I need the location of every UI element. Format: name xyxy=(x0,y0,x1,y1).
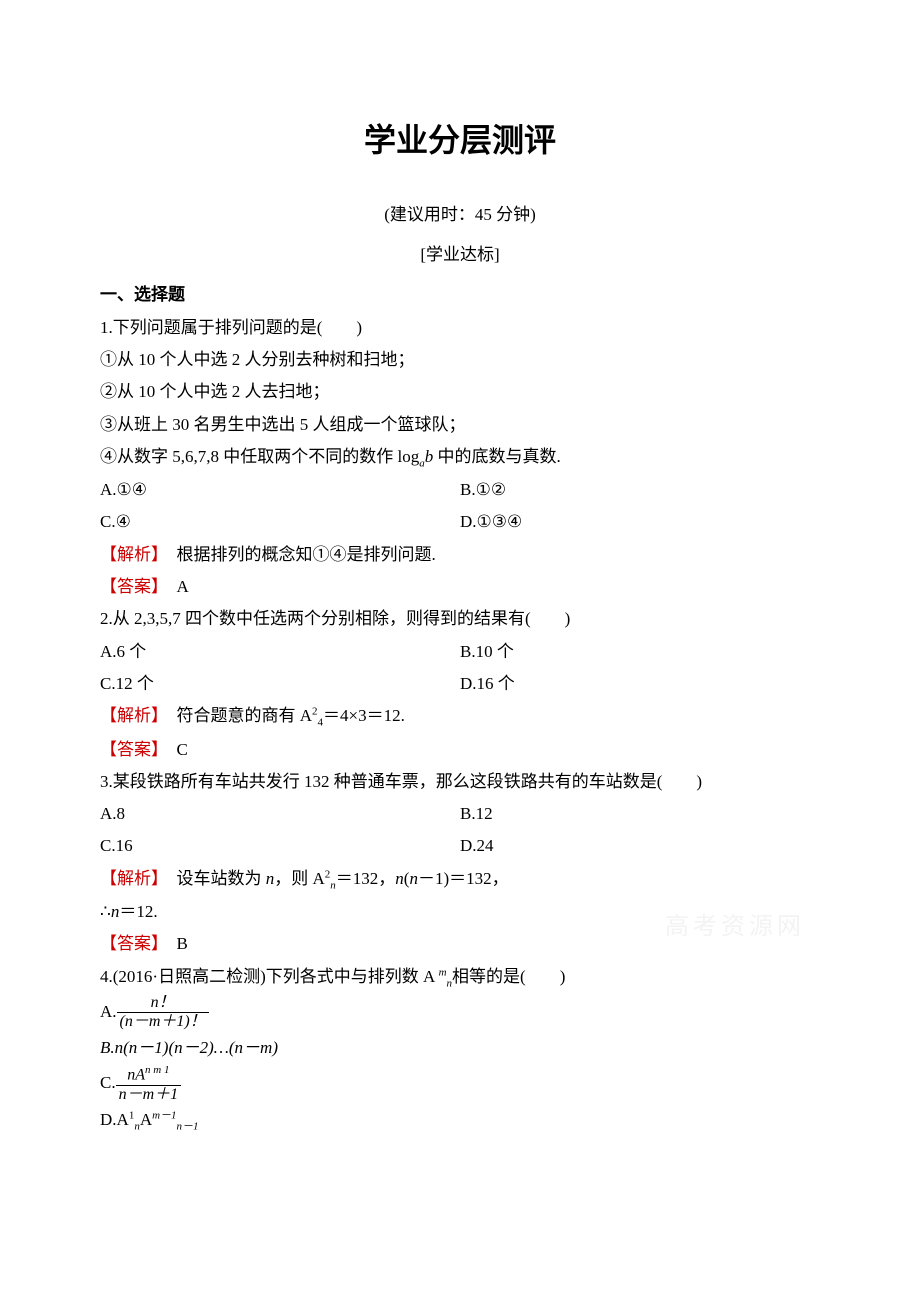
q3-choices-row1: A.8 B.12 xyxy=(100,798,820,830)
q3-conclude: ∴n＝12. xyxy=(100,896,820,928)
q3-analysis-a: 设车站数为 xyxy=(160,869,266,888)
q3-choice-c: C.16 xyxy=(100,830,460,862)
q4-d-sub2: n－1 xyxy=(177,1120,199,1132)
q1-option-3: ③从班上 30 名男生中选出 5 人组成一个篮球队； xyxy=(100,409,820,441)
answer-label: 【答案】 xyxy=(100,740,160,759)
q3-conclude-a: ∴ xyxy=(100,902,111,921)
page-title: 学业分层测评 xyxy=(100,110,820,171)
q3-choices-row2: C.16 D.24 xyxy=(100,830,820,862)
q4-a-fraction: n！ (n－m＋1)！ xyxy=(117,994,209,1032)
q4-stem: 4.(2016·日照高二检测)下列各式中与排列数 A mn相等的是( ) xyxy=(100,961,820,994)
q4-choice-c: C. nAn m 1 n－m＋1 xyxy=(100,1064,820,1104)
q3-answer: 【答案】 B xyxy=(100,928,820,960)
q2-choices-row2: C.12 个 D.16 个 xyxy=(100,668,820,700)
q3-choice-b: B.12 xyxy=(460,798,820,830)
q2-stem: 2.从 2,3,5,7 四个数中任选两个分别相除，则得到的结果有( ) xyxy=(100,603,820,635)
q4-a-num: n！ xyxy=(117,994,209,1013)
q2-analysis-a: 符合题意的商有 A xyxy=(160,706,313,725)
q1-option-2: ②从 10 个人中选 2 人去扫地； xyxy=(100,376,820,408)
q3-choice-d: D.24 xyxy=(460,830,820,862)
q1-choices-row1: A.①④ B.①② xyxy=(100,474,820,506)
q3-analysis-b: ，则 A xyxy=(274,869,325,888)
q1-choice-c: C.④ xyxy=(100,506,460,538)
q2-choice-d: D.16 个 xyxy=(460,668,820,700)
q1-option-4: ④从数字 5,6,7,8 中任取两个不同的数作 logab 中的底数与真数. xyxy=(100,441,820,474)
q4-d-b: A xyxy=(140,1110,152,1129)
q1-option-1: ①从 10 个人中选 2 人分别去种树和扫地； xyxy=(100,344,820,376)
q4-c-fraction: nAn m 1 n－m＋1 xyxy=(116,1064,182,1104)
q1-choice-d: D.①③④ xyxy=(460,506,820,538)
q3-analysis-d: －1)＝132， xyxy=(418,869,509,888)
q2-choice-b: B.10 个 xyxy=(460,636,820,668)
q3-conclude-b: ＝12. xyxy=(119,902,157,921)
q3-analysis-c: ＝132， xyxy=(336,869,396,888)
q4-c-num: nAn m 1 xyxy=(116,1064,182,1086)
q1-choices-row2: C.④ D.①③④ xyxy=(100,506,820,538)
section-label: [学业达标] xyxy=(100,239,820,271)
q4-c-prefix: C. xyxy=(100,1073,116,1092)
analysis-label: 【解析】 xyxy=(100,545,160,564)
analysis-label: 【解析】 xyxy=(100,706,160,725)
q4-choice-a: A. n！ (n－m＋1)！ xyxy=(100,994,820,1032)
time-suggestion: (建议用时：45 分钟) xyxy=(100,199,820,231)
q3-answer-text: B xyxy=(160,934,188,953)
q3-n-3: n xyxy=(409,869,418,888)
q1-analysis: 【解析】 根据排列的概念知①④是排列问题. xyxy=(100,539,820,571)
q1-option-4-b: 中的底数与真数. xyxy=(433,447,561,466)
q4-stem-b: 相等的是( ) xyxy=(452,967,565,986)
answer-label: 【答案】 xyxy=(100,577,160,596)
q3-choice-a: A.8 xyxy=(100,798,460,830)
q4-d-sup2: m－1 xyxy=(152,1109,176,1121)
q3-stem: 3.某段铁路所有车站共发行 132 种普通车票，那么这段铁路共有的车站数是( ) xyxy=(100,766,820,798)
q4-c-num-sup: n m 1 xyxy=(145,1064,169,1076)
q2-analysis-b: ＝4×3＝12. xyxy=(323,706,405,725)
q1-option-4-a: ④从数字 5,6,7,8 中任取两个不同的数作 log xyxy=(100,447,419,466)
q4-a-prefix: A. xyxy=(100,1002,117,1021)
q4-choice-b: B.n(n－1)(n－2)…(n－m) xyxy=(100,1032,820,1064)
q4-c-den: n－m＋1 xyxy=(116,1086,182,1104)
analysis-label: 【解析】 xyxy=(100,869,160,888)
q4-stem-a: 4.(2016·日照高二检测)下列各式中与排列数 A xyxy=(100,967,439,986)
q4-d-a: D.A xyxy=(100,1110,129,1129)
q4-sup-m: m xyxy=(439,966,447,978)
q1-choice-b: B.①② xyxy=(460,474,820,506)
q2-choices-row1: A.6 个 B.10 个 xyxy=(100,636,820,668)
q1-answer-text: A xyxy=(160,577,189,596)
q3-n-2: n xyxy=(395,869,404,888)
answer-label: 【答案】 xyxy=(100,934,160,953)
q4-c-num-a: nA xyxy=(127,1066,145,1083)
q1-stem: 1.下列问题属于排列问题的是( ) xyxy=(100,312,820,344)
q2-analysis: 【解析】 符合题意的商有 A24＝4×3＝12. xyxy=(100,700,820,733)
q1-analysis-text: 根据排列的概念知①④是排列问题. xyxy=(160,545,436,564)
q2-choice-c: C.12 个 xyxy=(100,668,460,700)
q2-choice-a: A.6 个 xyxy=(100,636,460,668)
q2-answer: 【答案】 C xyxy=(100,734,820,766)
q2-answer-text: C xyxy=(160,740,188,759)
q4-choice-d: D.A1nAm－1n－1 xyxy=(100,1104,820,1137)
q1-log-b: b xyxy=(425,447,434,466)
q1-answer: 【答案】 A xyxy=(100,571,820,603)
q4-a-den: (n－m＋1)！ xyxy=(117,1013,209,1031)
q3-n-1: n xyxy=(266,869,275,888)
q3-analysis: 【解析】 设车站数为 n，则 A2n＝132，n(n－1)＝132， xyxy=(100,863,820,896)
section-1-heading: 一、选择题 xyxy=(100,279,820,311)
q1-choice-a: A.①④ xyxy=(100,474,460,506)
